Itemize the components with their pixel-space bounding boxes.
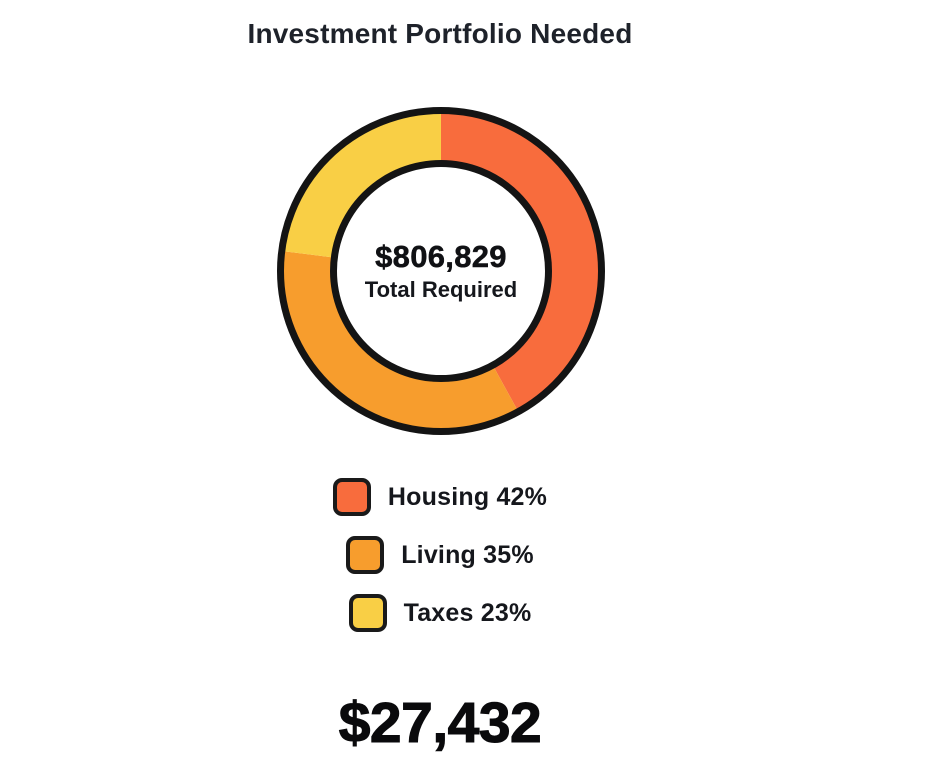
donut-segment-living[interactable] — [283, 113, 599, 429]
chart-legend: Housing 42% Living 35% Taxes 23% — [0, 478, 880, 632]
donut-segment-taxes[interactable] — [283, 113, 599, 429]
donut-inner-ring-outline — [330, 160, 552, 382]
legend-label-taxes: Taxes 23% — [403, 598, 532, 627]
donut-chart[interactable] — [261, 91, 621, 451]
legend-item-taxes[interactable]: Taxes 23% — [348, 594, 532, 632]
donut-outer-ring-outline — [277, 107, 605, 435]
legend-swatch-living — [346, 536, 385, 574]
chart-title: Investment Portfolio Needed — [247, 18, 633, 49]
legend-label-living: Living 35% — [401, 540, 534, 569]
legend-swatch-taxes — [348, 594, 387, 632]
chart-column: Investment Portfolio Needed $806,829 Tot… — [0, 18, 880, 755]
legend-item-living[interactable]: Living 35% — [346, 536, 534, 574]
legend-swatch-housing — [332, 478, 371, 516]
legend-label-housing: Housing 42% — [387, 482, 548, 511]
legend-item-housing[interactable]: Housing 42% — [332, 478, 548, 516]
monthly-amount: $27,432 — [338, 691, 542, 755]
